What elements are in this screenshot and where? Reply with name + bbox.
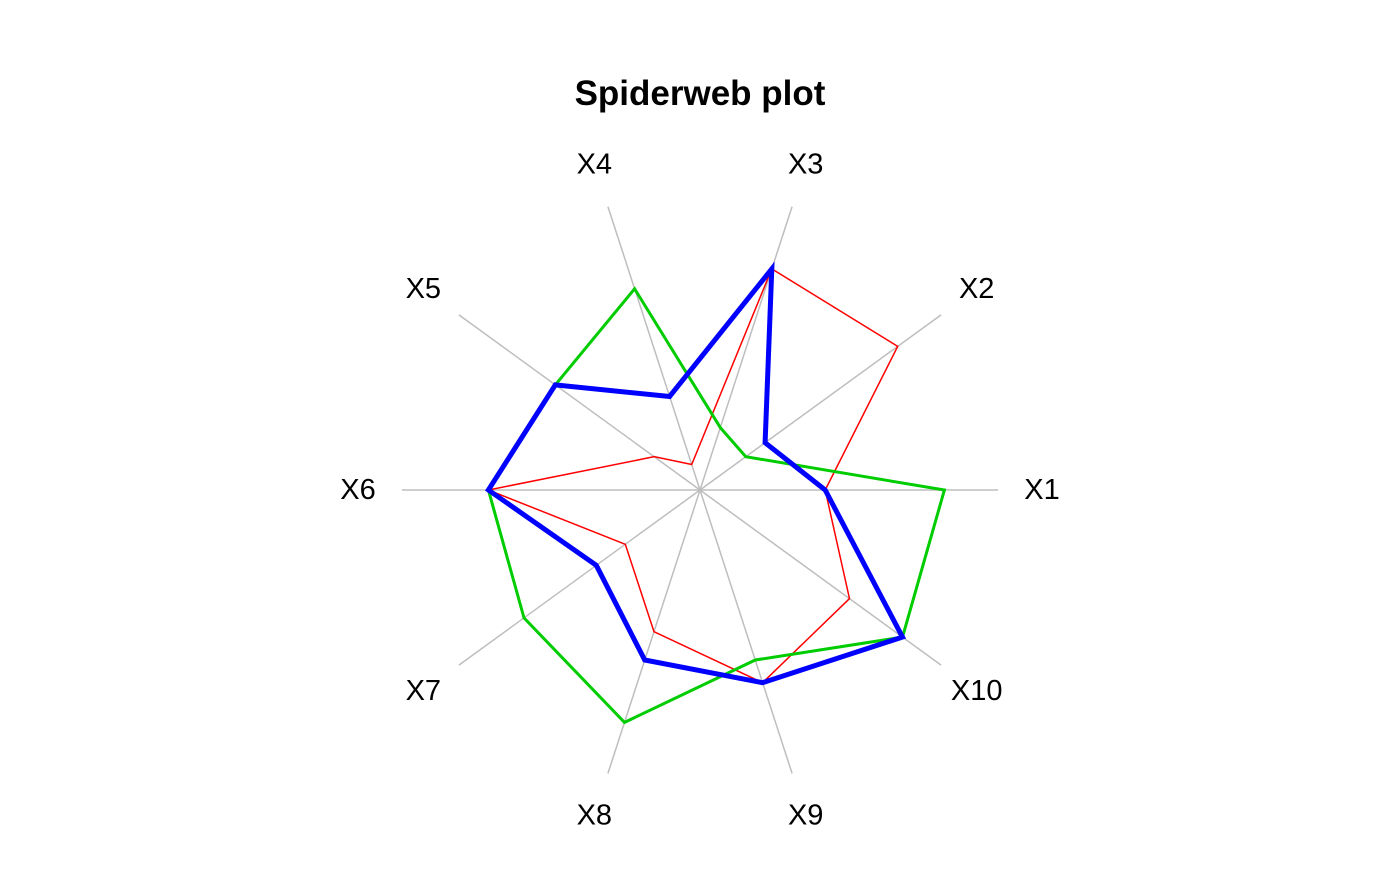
axis-label-x7: X7 [406, 675, 441, 707]
axis-labels: X1 X2 X3 X4 X5 X6 X7 X8 X9 X10 [340, 149, 1059, 832]
series-line-1 [485, 267, 899, 684]
axis-label-x6: X6 [340, 474, 375, 506]
spoke-x4 [607, 206, 701, 491]
axis-label-x1: X1 [1024, 474, 1059, 506]
series-layer [485, 261, 947, 725]
axis-label-x5: X5 [406, 273, 441, 305]
series-line-2 [486, 286, 947, 725]
chart-title: Spiderweb plot [574, 74, 826, 113]
spoke-x9 [699, 489, 793, 774]
spoke-x5 [458, 314, 701, 491]
axis-label-x9: X9 [788, 799, 823, 831]
spoke-x2 [699, 314, 942, 491]
axis-label-x2: X2 [959, 273, 994, 305]
spoke-x7 [458, 489, 701, 666]
axis-label-x10: X10 [951, 675, 1003, 707]
spoke-x3 [699, 206, 793, 491]
series-line-3 [485, 261, 907, 686]
axis-label-x8: X8 [577, 799, 612, 831]
axis-label-x3: X3 [788, 149, 823, 181]
axis-label-x4: X4 [577, 149, 612, 181]
